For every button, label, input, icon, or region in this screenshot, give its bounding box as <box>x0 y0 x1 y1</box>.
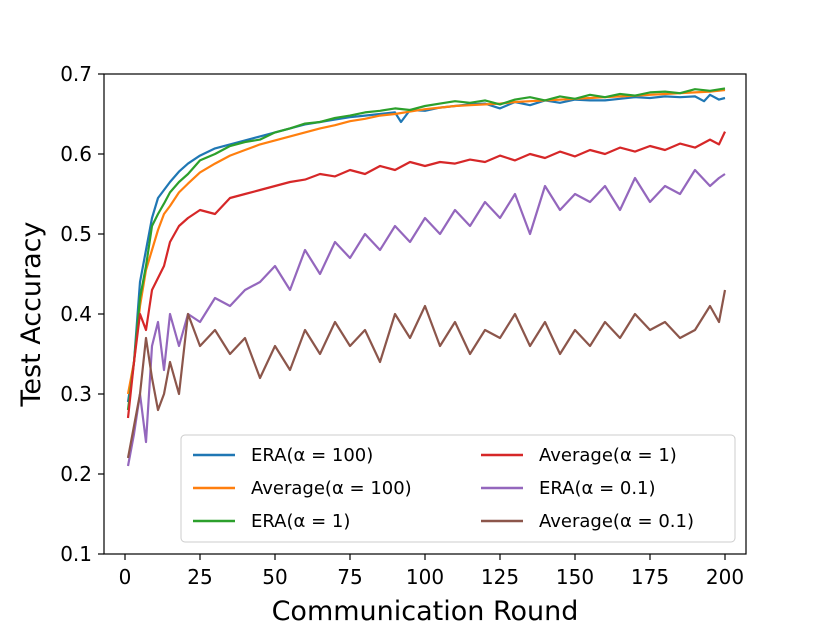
axes: 0 25 50 75 100 125 150 175 200 0.1 0.2 0.3 0.4 0.5 0.6… <box>60 62 747 589</box>
y-tick-label: 0.6 <box>60 142 92 166</box>
series-line-3 <box>126 131 726 419</box>
x-tick-label: 100 <box>406 565 444 589</box>
x-tick-label: 75 <box>337 565 362 589</box>
legend-label: Average(α = 0.1) <box>539 511 694 532</box>
x-tick-label: 25 <box>187 565 212 589</box>
series-line-5 <box>126 289 727 459</box>
legend-item: ERA(α = 1) <box>193 511 350 532</box>
legend-item: ERA(α = 100) <box>193 445 373 466</box>
y-tick-label: 0.5 <box>60 222 92 246</box>
y-tick-label: 0.1 <box>60 542 92 566</box>
y-tick-label: 0.4 <box>60 302 92 326</box>
x-tick-label: 150 <box>556 565 594 589</box>
x-axis-title: Communication Round <box>272 596 579 623</box>
y-tick-label: 0.2 <box>60 462 92 486</box>
x-tick-label: 175 <box>631 565 669 589</box>
legend-label: Average(α = 1) <box>539 445 677 466</box>
y-tick-label: 0.7 <box>60 62 92 86</box>
series-line-1 <box>126 88 726 395</box>
y-axis-title: Test Accuracy <box>16 221 47 407</box>
x-tick-label: 0 <box>119 565 132 589</box>
legend-item: Average(α = 0.1) <box>481 511 694 532</box>
x-tick-label: 125 <box>481 565 519 589</box>
series-line-2 <box>126 87 726 411</box>
legend-item: Average(α = 100) <box>193 478 412 499</box>
x-tick-label: 200 <box>706 565 744 589</box>
legend-item: Average(α = 1) <box>481 445 677 466</box>
legend: ERA(α = 100) Average(α = 100) ERA(α = 1) Av… <box>180 434 736 543</box>
legend-box <box>180 434 736 543</box>
legend-item: ERA(α = 0.1) <box>481 478 656 499</box>
y-tick-label: 0.3 <box>60 382 92 406</box>
series-line-4 <box>126 168 726 467</box>
series-line-0 <box>126 93 726 403</box>
legend-label: Average(α = 100) <box>251 478 412 499</box>
legend-label: ERA(α = 100) <box>251 445 373 466</box>
legend-label: ERA(α = 1) <box>251 511 350 532</box>
x-tick-label: 50 <box>262 565 287 589</box>
legend-label: ERA(α = 0.1) <box>539 478 656 499</box>
series-lines <box>126 87 727 467</box>
